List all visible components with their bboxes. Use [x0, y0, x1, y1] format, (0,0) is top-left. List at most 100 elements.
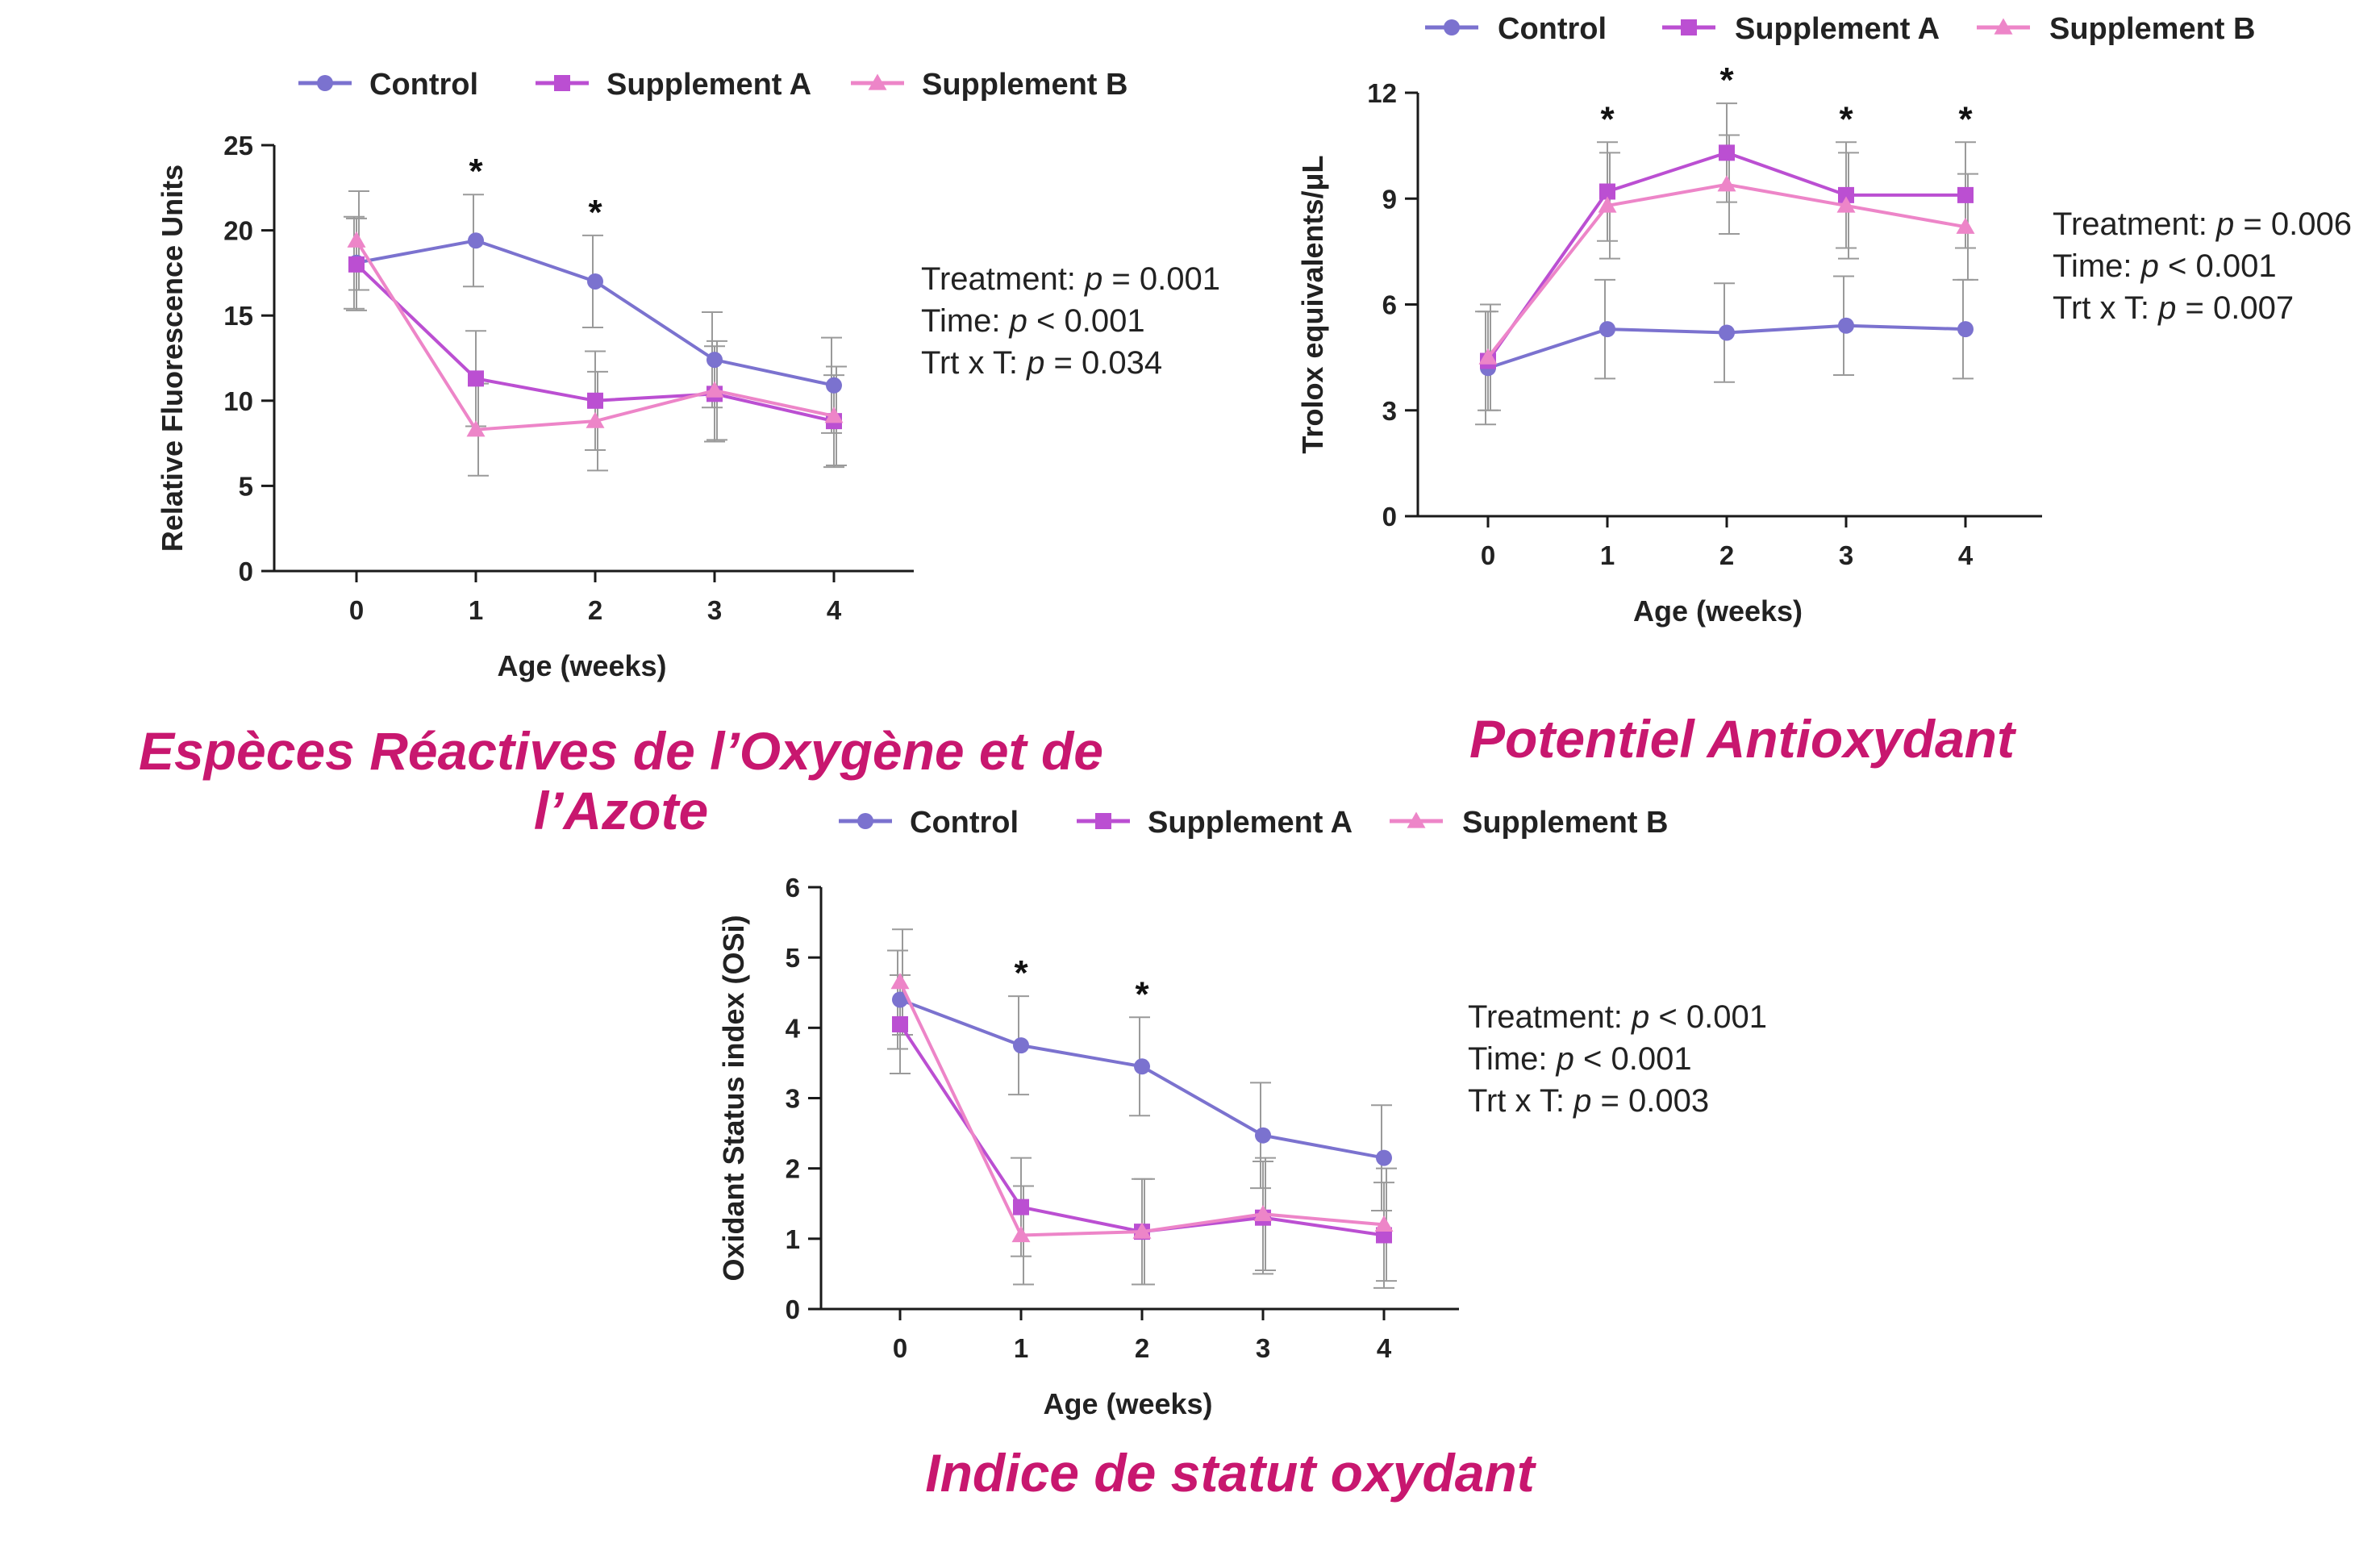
data-point-triangle	[1011, 1225, 1031, 1243]
data-point-circle	[826, 377, 842, 394]
x-tick-label: 0	[349, 595, 364, 625]
caption-ros: Espèces Réactives de l’Oxygène et de l’A…	[139, 721, 1103, 840]
legend-label: Supplement A	[606, 68, 811, 102]
y-tick-label: 10	[223, 386, 253, 416]
caption-osi: Indice de statut oxydant	[925, 1443, 1535, 1503]
x-tick-label: 0	[1481, 540, 1495, 570]
y-tick-label: 5	[786, 943, 800, 973]
stat-interaction: Trt x T: p = 0.007	[2053, 290, 2295, 326]
legend-marker-square	[1681, 19, 1697, 35]
legend-marker-circle	[1444, 19, 1460, 35]
data-point-circle	[1255, 1127, 1271, 1144]
x-tick-label: 4	[1958, 540, 1974, 570]
x-tick-label: 0	[893, 1333, 907, 1363]
data-point-triangle	[1374, 1215, 1394, 1232]
stat-treatment: Treatment: p = 0.001	[921, 261, 1220, 297]
legend-label: Supplement A	[1735, 12, 1940, 46]
legend-marker-triangle	[868, 73, 887, 90]
stat-time: Time: p < 0.001	[2053, 248, 2277, 284]
data-point-triangle	[1717, 175, 1736, 192]
y-tick-label: 25	[223, 131, 253, 161]
data-point-triangle	[466, 420, 486, 437]
significance-star: *	[1719, 60, 1734, 100]
chart-osi: Control Supplement A Supplement B 0 1 2 3 4 5 6 0 1…	[717, 806, 1668, 1420]
data-point-triangle	[347, 231, 366, 248]
x-axis-label: Age (weeks)	[1633, 594, 1803, 627]
x-axis-label: Age (weeks)	[1043, 1387, 1212, 1420]
data-point-square	[1599, 183, 1615, 200]
data-point-triangle	[1598, 196, 1617, 213]
data-point-triangle	[705, 381, 724, 398]
data-point-square	[587, 392, 603, 409]
data-point-triangle	[1956, 217, 1975, 234]
x-tick-label: 4	[1377, 1333, 1392, 1363]
data-point-circle	[468, 232, 484, 249]
x-tick-label: 1	[1014, 1333, 1028, 1363]
legend-label: Supplement B	[2049, 12, 2255, 46]
y-axis-label: Oxidant Status index (OSi)	[717, 915, 750, 1281]
significance-star: *	[1839, 99, 1853, 139]
y-axis-label: Relative Fluorescence Units	[156, 165, 189, 552]
stat-interaction: Trt x T: p = 0.003	[1468, 1083, 1710, 1119]
data-point-circle	[1599, 321, 1615, 338]
data-point-square	[1957, 186, 1974, 203]
data-point-square	[1838, 186, 1854, 203]
significance-star: *	[588, 193, 602, 232]
legend-marker-circle	[857, 813, 873, 829]
data-point-square	[468, 370, 484, 387]
data-point-triangle	[1478, 348, 1498, 365]
stat-treatment: Treatment: p < 0.001	[1468, 999, 1767, 1035]
y-tick-label: 15	[223, 301, 253, 331]
data-point-triangle	[890, 973, 910, 990]
data-point-triangle	[824, 407, 844, 423]
significance-star: *	[1135, 974, 1149, 1014]
y-tick-label: 3	[786, 1084, 800, 1114]
y-tick-label: 0	[1382, 502, 1397, 532]
data-point-square	[892, 1015, 908, 1032]
data-point-triangle	[1836, 196, 1856, 213]
x-tick-label: 2	[1135, 1333, 1149, 1363]
y-tick-label: 5	[239, 471, 253, 501]
legend-marker-square	[554, 75, 570, 91]
legend-label: Supplement B	[1462, 806, 1668, 840]
y-tick-label: 0	[239, 557, 253, 586]
data-point-circle	[1013, 1037, 1029, 1054]
data-point-circle	[587, 273, 603, 290]
data-point-circle	[706, 352, 723, 369]
y-tick-label: 6	[786, 873, 800, 903]
x-tick-label: 1	[1600, 540, 1615, 570]
y-tick-label: 0	[786, 1295, 800, 1324]
stats-block-ros: Treatment: p = 0.001 Time: p < 0.001 Trt…	[921, 258, 1220, 384]
x-tick-label: 3	[1839, 540, 1853, 570]
legend-label: Control	[1498, 12, 1607, 46]
data-point-square	[348, 256, 365, 273]
y-axis-label: Trolox equivalents/μL	[1296, 155, 1329, 453]
y-tick-label: 2	[786, 1154, 800, 1184]
stat-time: Time: p < 0.001	[921, 303, 1145, 339]
legend-marker-square	[1095, 813, 1111, 829]
legend-marker-triangle	[1407, 811, 1426, 828]
data-point-circle	[1957, 321, 1974, 338]
significance-star: *	[1014, 953, 1028, 993]
data-point-triangle	[1132, 1222, 1152, 1239]
data-point-circle	[1719, 324, 1735, 341]
stats-block-antioxidant: Treatment: p = 0.006 Time: p < 0.001 Trt…	[2053, 203, 2352, 329]
stats-block-osi: Treatment: p < 0.001 Time: p < 0.001 Trt…	[1468, 996, 1767, 1122]
y-tick-label: 12	[1367, 78, 1397, 108]
significance-star: *	[1600, 99, 1615, 139]
x-axis-label: Age (weeks)	[497, 649, 666, 682]
legend-marker-triangle	[1994, 18, 2013, 35]
data-point-circle	[892, 991, 908, 1008]
legend-label: Control	[369, 68, 478, 102]
y-tick-label: 4	[786, 1013, 801, 1043]
stat-interaction: Trt x T: p = 0.034	[921, 345, 1163, 381]
legend-label: Control	[910, 806, 1019, 840]
x-tick-label: 3	[707, 595, 722, 625]
significance-star: *	[1958, 99, 1973, 139]
x-tick-label: 2	[588, 595, 602, 625]
data-point-triangle	[1253, 1204, 1273, 1221]
legend-label: Supplement B	[922, 68, 1127, 102]
